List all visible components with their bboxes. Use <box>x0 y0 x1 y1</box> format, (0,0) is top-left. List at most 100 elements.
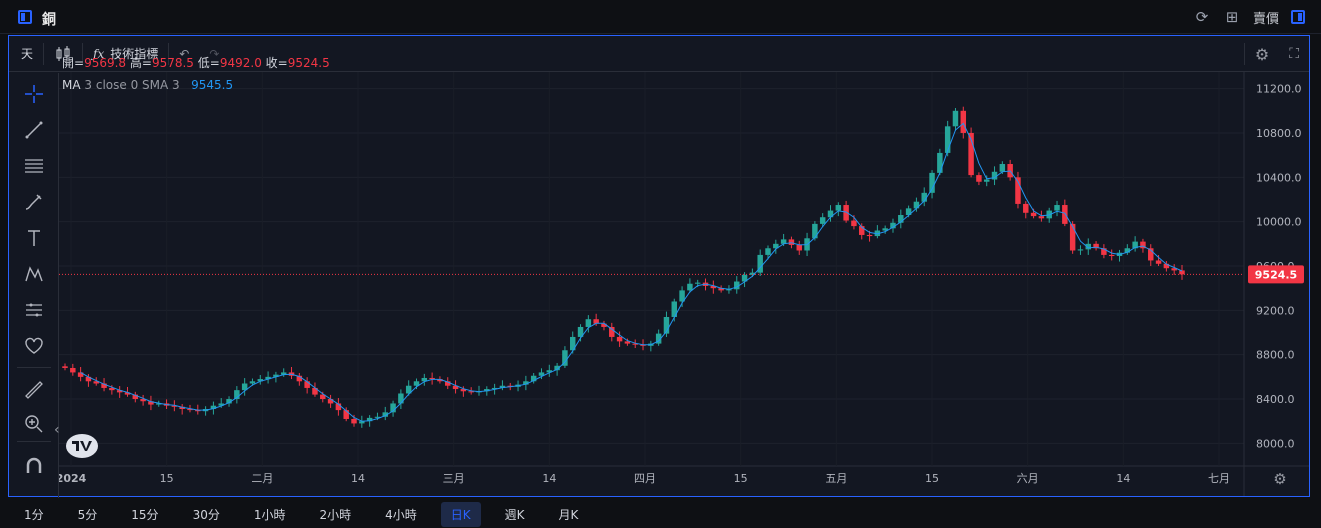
candle-body <box>616 336 623 342</box>
candle-body <box>866 234 873 237</box>
candle-body <box>523 381 529 385</box>
candle-body <box>218 403 224 406</box>
candle-body <box>413 381 420 386</box>
collapse-arrow-icon[interactable]: ‹ <box>54 422 60 438</box>
candle-body <box>890 222 896 229</box>
candle-body <box>835 205 842 211</box>
tradingview-logo[interactable] <box>66 434 98 458</box>
candle-body <box>1155 260 1162 264</box>
price-chart[interactable]: 11200.010800.010400.010000.09600.09200.0… <box>59 72 1309 496</box>
timeframe-8[interactable]: 週K <box>504 507 525 522</box>
candle-body <box>1148 248 1154 261</box>
timeframe-0[interactable]: 1分 <box>24 507 44 522</box>
candle-body <box>1023 203 1029 213</box>
candle-body <box>585 319 592 327</box>
candle-body <box>124 392 131 395</box>
candle-body <box>663 316 670 334</box>
timeframe-2[interactable]: 15分 <box>131 507 159 522</box>
fullscreen-button[interactable]: ⛶ <box>1279 36 1309 72</box>
timeframe-1[interactable]: 5分 <box>77 507 98 522</box>
candle-body <box>273 374 279 377</box>
candle-body <box>796 244 802 251</box>
candle-body <box>257 379 264 382</box>
indicators-button[interactable]: ƒx 技術指標 <box>83 36 168 72</box>
undo-button[interactable]: ↶ <box>169 36 199 72</box>
tv-logo-icon <box>72 441 92 451</box>
candle-body <box>85 376 92 382</box>
toolbar-divider <box>1243 43 1245 65</box>
drawing-toolbar <box>9 73 59 498</box>
candle-body <box>569 336 576 351</box>
y-tick-label: 11200.0 <box>1256 83 1302 96</box>
interval-button[interactable]: 天 <box>21 47 34 61</box>
settings-button[interactable]: ⚙ <box>1245 36 1279 72</box>
trendline-tool[interactable] <box>21 117 47 143</box>
ruler-tool[interactable] <box>21 377 47 403</box>
candle-body <box>538 372 545 376</box>
candle-body <box>749 272 756 275</box>
candle-body <box>156 403 162 405</box>
candle-body <box>640 344 646 346</box>
low-label: 低= <box>197 56 220 70</box>
tool-divider <box>17 441 51 442</box>
candle-body <box>726 289 732 291</box>
candle-body <box>1038 216 1045 219</box>
timeframe-5[interactable]: 2小時 <box>319 507 352 522</box>
candle-style-button[interactable] <box>44 36 82 72</box>
candle-body <box>632 343 638 345</box>
heart-icon <box>25 337 43 354</box>
panel-left-icon[interactable] <box>18 10 32 24</box>
pattern-tool[interactable] <box>21 261 47 287</box>
timeframe-3[interactable]: 30分 <box>192 507 220 522</box>
crosshair-tool[interactable] <box>21 81 47 107</box>
redo-icon: ↷ <box>209 46 220 61</box>
timeframe-7[interactable]: 日K <box>440 501 481 527</box>
axis-settings-icon[interactable]: ⚙ <box>1273 470 1286 488</box>
candle-body <box>874 230 881 237</box>
crosshair-icon <box>25 85 43 103</box>
redo-button[interactable]: ↷ <box>199 36 229 72</box>
magnet-icon <box>26 457 42 473</box>
candle-body <box>429 377 435 380</box>
zoom-tool[interactable] <box>21 411 47 437</box>
panel-right-icon[interactable] <box>1291 10 1305 24</box>
high-value: 9578.5 <box>151 56 194 70</box>
price-type-label[interactable]: 賣價 <box>1252 11 1279 27</box>
candle-body <box>921 192 927 202</box>
measure-tool[interactable] <box>21 297 47 323</box>
refresh-icon[interactable]: ⟳ <box>1195 8 1209 26</box>
candle-body <box>1179 270 1185 275</box>
grid-icon[interactable]: ⊞ <box>1225 8 1239 26</box>
magnet-tool[interactable] <box>21 453 47 479</box>
candle-body <box>905 208 912 216</box>
candle-body <box>1015 177 1021 204</box>
candle-body <box>780 239 787 244</box>
x-tick-label: 15 <box>734 472 748 485</box>
candle-body <box>437 379 443 382</box>
y-tick-label: 8800.0 <box>1256 349 1295 362</box>
function-icon: ƒx <box>93 46 105 61</box>
timeframe-6[interactable]: 4小時 <box>385 507 417 522</box>
ohlc-legend: 開=9569.8 高=9578.5 低=9492.0 收=9524.5 <box>62 52 330 74</box>
candle-body <box>140 399 146 402</box>
timeframe-4[interactable]: 1小時 <box>253 507 286 522</box>
favorites-tool[interactable] <box>21 333 47 359</box>
candle-body <box>241 383 248 391</box>
candle-body <box>249 381 256 384</box>
ma-line <box>80 122 1183 422</box>
ma-legend[interactable]: MA 3 close 0 SMA 3 9545.5 <box>62 74 330 96</box>
x-tick-label: 14 <box>1116 472 1130 485</box>
trendline-icon <box>25 121 43 139</box>
brush-tool[interactable] <box>21 189 47 215</box>
candle-body <box>655 333 662 344</box>
candle-body <box>765 248 771 255</box>
candle-body <box>507 385 513 387</box>
candle-body <box>1124 248 1131 253</box>
x-tick-label: 三月 <box>443 472 465 485</box>
candle-body <box>976 175 982 182</box>
candle-body <box>812 223 818 239</box>
fib-tool[interactable] <box>21 153 47 179</box>
text-tool[interactable] <box>21 225 47 251</box>
timeframe-9[interactable]: 月K <box>558 507 579 522</box>
candle-body <box>530 375 537 382</box>
